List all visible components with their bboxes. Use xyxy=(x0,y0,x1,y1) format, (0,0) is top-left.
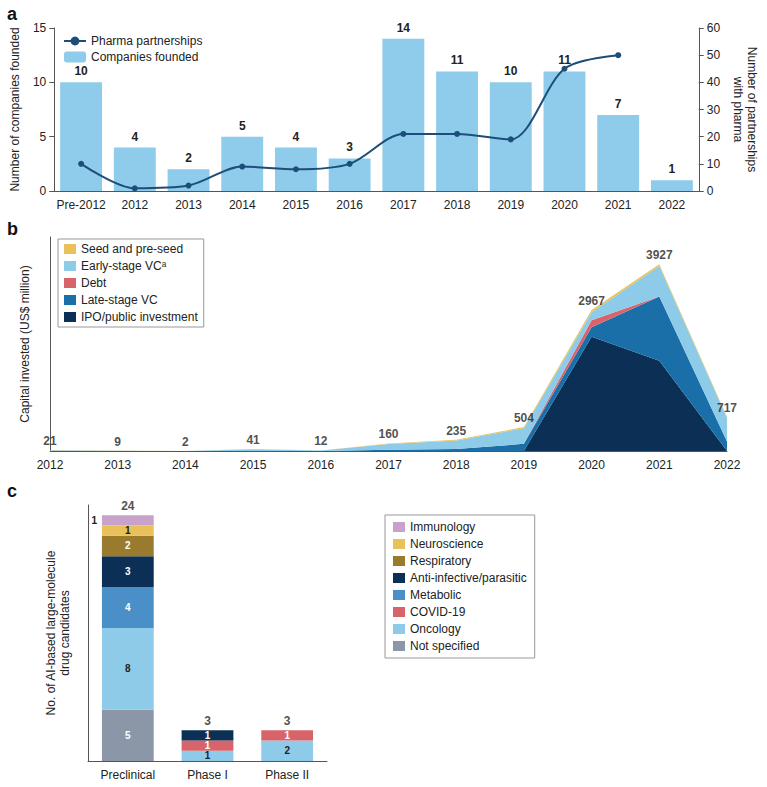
svg-text:24: 24 xyxy=(121,499,135,513)
svg-text:Respiratory: Respiratory xyxy=(410,554,471,568)
svg-text:1: 1 xyxy=(91,515,97,526)
svg-text:1: 1 xyxy=(205,730,211,741)
svg-text:2019: 2019 xyxy=(511,458,538,472)
svg-text:b: b xyxy=(7,219,18,239)
svg-text:2: 2 xyxy=(182,435,189,449)
svg-text:2017: 2017 xyxy=(390,198,417,212)
svg-text:2012: 2012 xyxy=(37,458,64,472)
svg-text:2022: 2022 xyxy=(714,458,741,472)
svg-text:2019: 2019 xyxy=(497,198,524,212)
svg-text:Seed and pre-seed: Seed and pre-seed xyxy=(81,242,183,256)
svg-text:2017: 2017 xyxy=(375,458,402,472)
svg-text:717: 717 xyxy=(717,401,737,415)
svg-text:2: 2 xyxy=(185,151,192,165)
svg-text:60: 60 xyxy=(707,21,721,35)
svg-text:2014: 2014 xyxy=(172,458,199,472)
svg-text:1: 1 xyxy=(284,730,290,741)
svg-text:50: 50 xyxy=(707,48,721,62)
svg-text:2013: 2013 xyxy=(175,198,202,212)
svg-text:9: 9 xyxy=(114,435,121,449)
svg-text:a: a xyxy=(7,4,18,24)
svg-text:Debt: Debt xyxy=(81,276,107,290)
svg-text:IPO/public investment: IPO/public investment xyxy=(81,310,198,324)
svg-text:2018: 2018 xyxy=(443,458,470,472)
svg-text:Neuroscience: Neuroscience xyxy=(410,537,484,551)
svg-text:8: 8 xyxy=(125,663,131,674)
svg-text:3: 3 xyxy=(346,140,353,154)
svg-text:Late-stage VC: Late-stage VC xyxy=(81,293,158,307)
svg-text:2015: 2015 xyxy=(283,198,310,212)
svg-text:Number of companies founded: Number of companies founded xyxy=(8,27,22,191)
svg-text:2021: 2021 xyxy=(646,458,673,472)
svg-text:4: 4 xyxy=(131,130,138,144)
svg-text:10: 10 xyxy=(74,64,88,78)
svg-text:3: 3 xyxy=(284,714,291,728)
svg-text:Anti-infective/parasitic: Anti-infective/parasitic xyxy=(410,571,527,585)
svg-text:2: 2 xyxy=(284,745,290,756)
svg-text:3: 3 xyxy=(204,714,211,728)
svg-text:160: 160 xyxy=(378,427,398,441)
svg-text:10: 10 xyxy=(707,157,721,171)
svg-text:Pharma partnerships: Pharma partnerships xyxy=(91,34,202,48)
svg-text:2013: 2013 xyxy=(104,458,131,472)
svg-text:5: 5 xyxy=(125,730,131,741)
svg-text:30: 30 xyxy=(707,103,721,117)
svg-text:Metabolic: Metabolic xyxy=(410,588,461,602)
svg-text:4: 4 xyxy=(125,602,131,613)
svg-text:c: c xyxy=(7,481,17,501)
svg-text:COVID-19: COVID-19 xyxy=(410,605,466,619)
svg-text:2021: 2021 xyxy=(605,198,632,212)
svg-text:10: 10 xyxy=(504,64,518,78)
svg-text:2015: 2015 xyxy=(240,458,267,472)
svg-text:3: 3 xyxy=(125,566,131,577)
svg-text:1: 1 xyxy=(125,525,131,536)
svg-text:Oncology: Oncology xyxy=(410,622,461,636)
svg-text:14: 14 xyxy=(397,21,411,35)
svg-text:2020: 2020 xyxy=(551,198,578,212)
svg-text:11: 11 xyxy=(451,53,464,67)
svg-text:3927: 3927 xyxy=(646,248,673,262)
svg-text:235: 235 xyxy=(446,424,466,438)
svg-text:11: 11 xyxy=(558,53,571,68)
svg-text:Phase II: Phase II xyxy=(265,768,309,782)
svg-text:2020: 2020 xyxy=(578,458,605,472)
svg-text:504: 504 xyxy=(514,411,534,425)
svg-text:0: 0 xyxy=(40,184,47,198)
svg-text:2014: 2014 xyxy=(229,198,256,212)
svg-text:4: 4 xyxy=(293,130,300,144)
svg-text:5: 5 xyxy=(239,119,246,133)
svg-text:Phase I: Phase I xyxy=(187,768,228,782)
svg-text:2967: 2967 xyxy=(578,294,605,308)
svg-text:20: 20 xyxy=(707,130,721,144)
svg-text:Immunology: Immunology xyxy=(410,520,475,534)
svg-text:1: 1 xyxy=(669,162,676,176)
svg-text:Number of partnerships: Number of partnerships xyxy=(745,47,759,172)
svg-text:Pre-2012: Pre-2012 xyxy=(56,198,106,212)
svg-text:40: 40 xyxy=(707,75,721,89)
svg-text:10: 10 xyxy=(33,75,47,89)
svg-text:41: 41 xyxy=(246,433,260,447)
svg-text:2022: 2022 xyxy=(659,198,686,212)
svg-text:2018: 2018 xyxy=(444,198,471,212)
svg-text:2: 2 xyxy=(125,540,131,551)
svg-text:5: 5 xyxy=(40,130,47,144)
svg-text:2016: 2016 xyxy=(307,458,334,472)
svg-text:Not specified: Not specified xyxy=(410,639,479,653)
svg-text:21: 21 xyxy=(43,434,57,448)
svg-text:15: 15 xyxy=(33,21,47,35)
svg-text:2012: 2012 xyxy=(121,198,148,212)
svg-text:drug candidates: drug candidates xyxy=(58,590,72,675)
svg-text:Early-stage VCᵃ: Early-stage VCᵃ xyxy=(81,259,167,273)
svg-text:1: 1 xyxy=(205,750,211,761)
svg-text:Companies founded: Companies founded xyxy=(91,50,198,64)
svg-text:1: 1 xyxy=(205,740,211,751)
svg-text:7: 7 xyxy=(615,97,622,111)
svg-text:Capital invested (US$ million): Capital invested (US$ million) xyxy=(18,265,32,422)
svg-text:2016: 2016 xyxy=(336,198,363,212)
svg-text:12: 12 xyxy=(314,434,328,448)
svg-text:0: 0 xyxy=(707,184,714,198)
svg-text:No. of AI-based large-molecule: No. of AI-based large-molecule xyxy=(44,550,58,715)
svg-text:Preclinical: Preclinical xyxy=(100,768,155,782)
svg-text:with pharma: with pharma xyxy=(731,76,745,143)
